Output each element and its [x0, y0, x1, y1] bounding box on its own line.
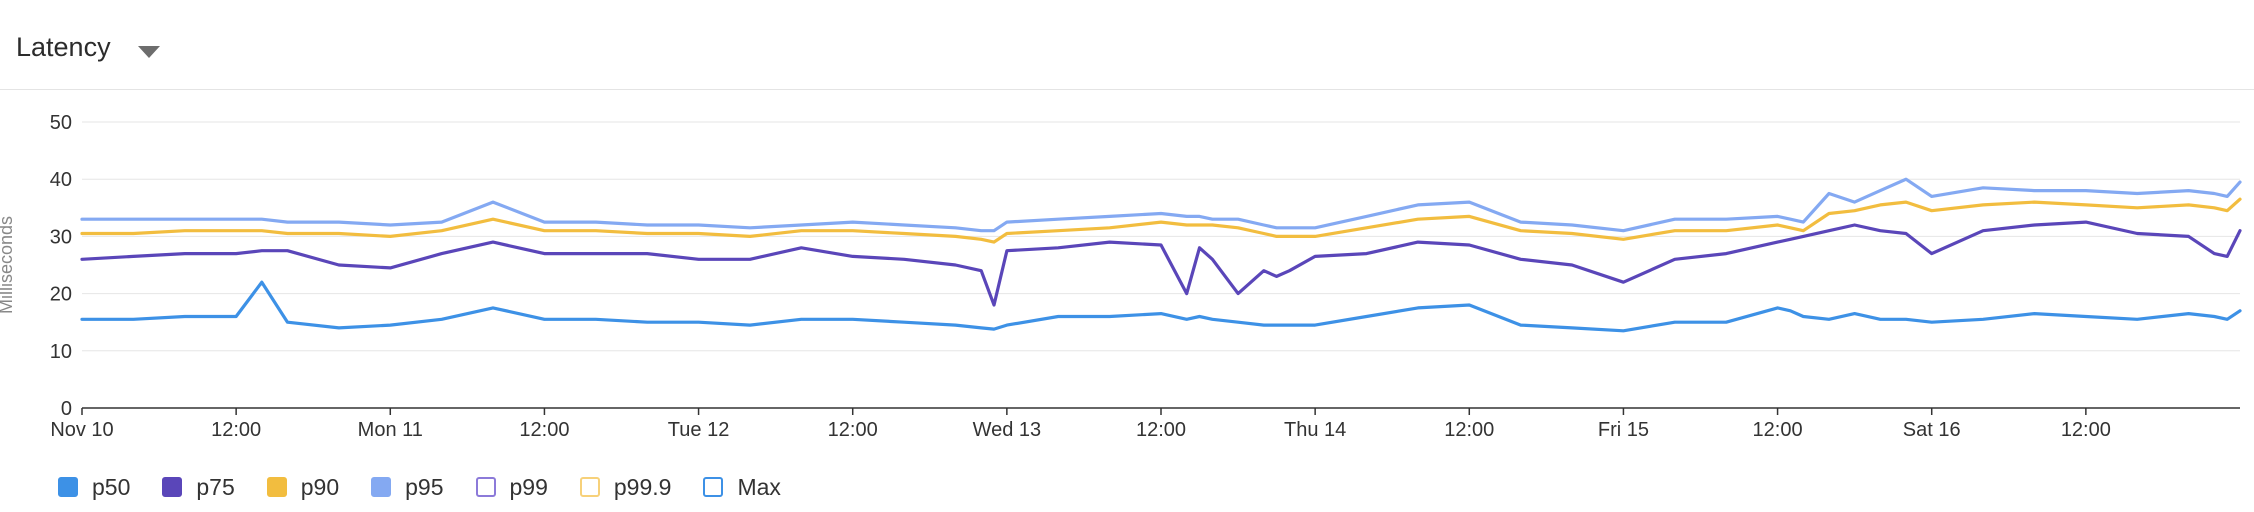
legend-item-p99-9[interactable]: p99.9 [579, 473, 672, 501]
legend-item-max[interactable]: Max [703, 473, 781, 501]
legend-item-p50[interactable]: p50 [58, 474, 130, 501]
legend-swatch-icon [371, 477, 392, 497]
panel-title[interactable]: Latency [16, 32, 111, 62]
legend-swatch-icon [579, 477, 600, 497]
x-tick-label: 12:00 [519, 419, 569, 441]
series-line-p50 [80, 280, 2242, 333]
x-tick-label: Fri 15 [1598, 419, 1649, 441]
y-axis-label: Milliseconds [0, 216, 16, 314]
x-tick-label: Thu 14 [1284, 419, 1346, 441]
legend-label: p90 [300, 473, 340, 500]
header-divider [0, 89, 2254, 90]
panel-header: Latency [0, 0, 2254, 90]
x-tick-label: 12:00 [1753, 419, 1803, 441]
legend-swatch-icon [475, 477, 496, 497]
y-tick-label: 10 [50, 341, 72, 363]
legend-item-p90[interactable]: p90 [266, 473, 340, 501]
legend-item-p75[interactable]: p75 [162, 473, 235, 501]
x-tick-label: 12:00 [1136, 419, 1186, 441]
legend-item-p95[interactable]: p95 [371, 473, 444, 501]
legend-swatch-icon [162, 477, 183, 497]
x-tick-label: 12:00 [828, 419, 878, 441]
series-line-p95 [80, 177, 2242, 233]
legend-label: p50 [92, 473, 131, 500]
x-tick-label: Nov 10 [50, 419, 113, 441]
legend-label: p99.9 [613, 473, 672, 500]
legend-swatch-icon [703, 477, 724, 497]
y-tick-label: 30 [50, 226, 72, 248]
x-tick-label: Wed 13 [973, 419, 1042, 441]
legend-label: p75 [196, 473, 235, 500]
series-line-p75 [80, 220, 2242, 307]
legend-item-p99[interactable]: p99 [475, 473, 548, 501]
latency-chart: 0 10 20 30 40 50 Nov 10 12:00 Mon 11 12:00 Tue 12 1… [0, 112, 2242, 441]
legend-swatch-icon [266, 477, 287, 497]
x-tick-label: 12:00 [1444, 419, 1494, 441]
y-tick-label: 40 [50, 169, 72, 191]
x-tick-label: 12:00 [211, 419, 261, 441]
y-tick-label: 0 [61, 398, 72, 420]
x-tick-label: Tue 12 [668, 419, 730, 441]
x-tick-label: Sat 16 [1903, 419, 1961, 441]
y-tick-label: 50 [50, 112, 72, 134]
y-tick-label: 20 [50, 284, 72, 306]
series-line-p90 [80, 197, 2242, 244]
chart-legend: p50 p75 p90 p95 p99 p99.9 Max [58, 470, 813, 504]
x-tick-label: 12:00 [2061, 419, 2111, 441]
legend-swatch-icon [58, 477, 78, 497]
legend-label: p99 [509, 473, 548, 500]
dropdown-caret-icon[interactable] [138, 46, 160, 58]
legend-label: p95 [405, 473, 444, 500]
legend-label: Max [737, 473, 781, 500]
x-tick-label: Mon 11 [358, 419, 423, 441]
